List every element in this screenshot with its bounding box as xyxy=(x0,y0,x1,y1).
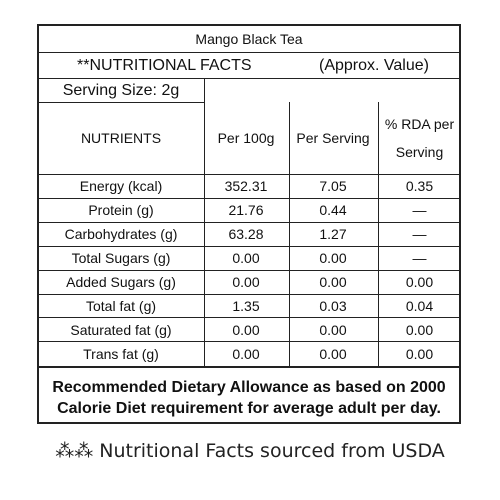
rda-footer-line1: Recommended Dietary Allowance as based o… xyxy=(52,379,446,396)
value-rda: — xyxy=(412,250,427,267)
value-rda: 0.04 xyxy=(405,297,434,314)
value-per-100g: 0.00 xyxy=(232,250,260,267)
value-per-serving: 0.00 xyxy=(319,345,347,362)
nutrient-row: Total fat (g) 1.35 0.03 0.04 xyxy=(39,295,459,318)
nutrient-name: Trans fat (g) xyxy=(83,345,159,362)
nutrient-name: Energy (kcal) xyxy=(79,178,163,195)
value-per-serving: 0.00 xyxy=(319,250,347,267)
source-note: ⁂⁂ Nutritional Facts sourced from USDA xyxy=(55,440,445,462)
value-per-100g: 0.00 xyxy=(232,274,260,291)
serving-size: Serving Size: 2g xyxy=(62,82,180,99)
value-per-serving: 1.27 xyxy=(319,226,347,243)
value-per-100g: 21.76 xyxy=(228,202,264,219)
value-per-100g: 63.28 xyxy=(228,226,264,243)
col-nutrients: NUTRIENTS xyxy=(80,130,162,146)
nutrient-name: Protein (g) xyxy=(88,202,154,219)
nutrition-label: Mango Black Tea **NUTRITIONAL FACTS (App… xyxy=(37,24,461,424)
value-rda: 0.00 xyxy=(405,274,434,291)
approx-label: (Approx. Value) xyxy=(319,56,429,74)
value-per-serving: 0.00 xyxy=(319,274,347,291)
nutrient-name: Total Sugars (g) xyxy=(71,250,171,267)
facts-header: **NUTRITIONAL FACTS xyxy=(77,56,252,74)
nutrient-row: Saturated fat (g) 0.00 0.00 0.00 xyxy=(39,318,459,341)
nutrient-row: Carbohydrates (g) 63.28 1.27 — xyxy=(39,223,459,246)
value-per-100g: 0.00 xyxy=(232,321,260,338)
value-per-100g: 1.35 xyxy=(232,297,260,314)
col-per-serving: Per Serving xyxy=(296,130,370,146)
value-rda: — xyxy=(412,202,427,219)
facts-header-row: **NUTRITIONAL FACTS (Approx. Value) xyxy=(39,53,459,78)
nutrient-row: Total Sugars (g) 0.00 0.00 — xyxy=(39,247,459,270)
col-per-100g: Per 100g xyxy=(217,130,275,146)
value-rda: 0.35 xyxy=(405,178,434,195)
value-rda: — xyxy=(412,226,427,243)
nutrient-row: Protein (g) 21.76 0.44 — xyxy=(39,199,459,222)
nutrient-row: Energy (kcal) 352.31 7.05 0.35 xyxy=(39,175,459,198)
nutrient-name: Saturated fat (g) xyxy=(70,321,172,338)
column-header-row: NUTRIENTS Per 100g Per Serving % RDA per… xyxy=(39,102,459,174)
nutrient-name: Added Sugars (g) xyxy=(66,274,176,291)
value-rda: 0.00 xyxy=(405,345,434,362)
rda-footer: Recommended Dietary Allowance as based o… xyxy=(39,377,459,419)
value-per-100g: 352.31 xyxy=(224,178,268,195)
value-per-serving: 0.44 xyxy=(319,202,347,219)
value-per-serving: 0.03 xyxy=(319,297,347,314)
nutrient-name: Total fat (g) xyxy=(85,297,157,314)
value-per-100g: 0.00 xyxy=(232,345,260,362)
serving-size-row: Serving Size: 2g xyxy=(39,79,459,103)
col-rda-line2: Serving xyxy=(395,144,444,160)
value-per-serving: 0.00 xyxy=(319,321,347,338)
rda-footer-line2: Calorie Diet requirement for average adu… xyxy=(57,400,441,417)
value-per-serving: 7.05 xyxy=(319,178,347,195)
col-rda-line1: % RDA per xyxy=(384,116,455,132)
product-title: Mango Black Tea xyxy=(195,31,303,47)
nutrient-row: Trans fat (g) 0.00 0.00 0.00 xyxy=(39,342,459,365)
value-rda: 0.00 xyxy=(405,321,434,338)
title-row: Mango Black Tea xyxy=(39,26,459,52)
nutrient-name: Carbohydrates (g) xyxy=(64,226,178,243)
col-rda: % RDA per Serving xyxy=(378,102,461,174)
nutrient-row: Added Sugars (g) 0.00 0.00 0.00 xyxy=(39,271,459,294)
